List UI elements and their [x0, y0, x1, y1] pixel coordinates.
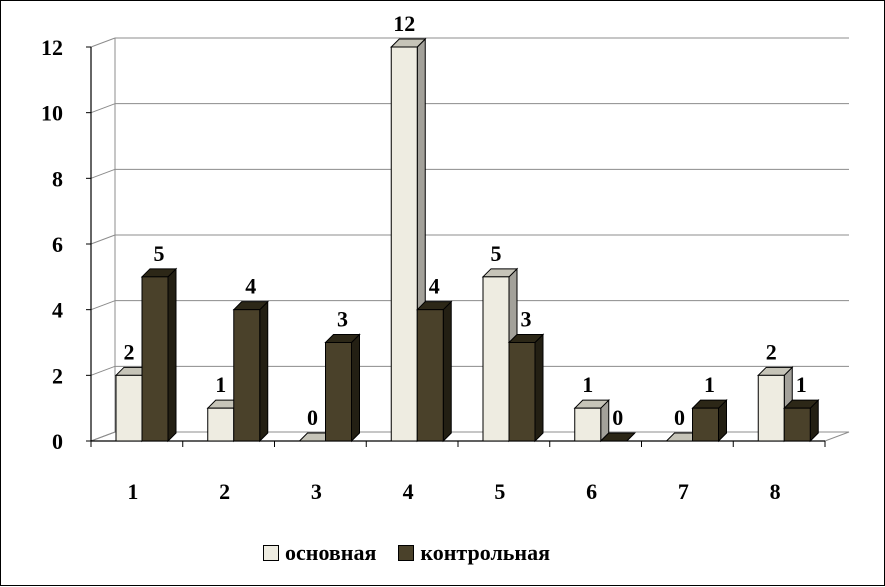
data-label: 3 — [521, 307, 532, 332]
data-label: 2 — [766, 339, 777, 364]
data-label: 12 — [393, 11, 415, 36]
data-label: 3 — [337, 307, 348, 332]
gridline-side — [90, 37, 116, 48]
bar-series-2-side — [259, 300, 269, 443]
legend-item-series-2: контрольная — [398, 540, 550, 566]
legend-swatch-series-1 — [263, 545, 279, 561]
data-label: 5 — [154, 241, 165, 266]
bar-series-2-side — [167, 267, 177, 443]
bar-series-2 — [233, 309, 261, 442]
x-tick-label: 7 — [678, 479, 689, 504]
y-tick-label: 4 — [52, 298, 63, 323]
data-label: 0 — [307, 405, 318, 430]
legend-item-series-1: основная — [263, 540, 376, 566]
data-label: 1 — [704, 372, 715, 397]
gridline-side — [90, 300, 116, 311]
legend-label-series-1: основная — [285, 540, 377, 565]
bar-series-1 — [574, 407, 602, 442]
data-label: 1 — [796, 372, 807, 397]
bar-series-2 — [416, 309, 444, 442]
chart-legend: основная контрольная — [263, 539, 572, 567]
legend-swatch-series-2 — [398, 545, 415, 561]
bar-series-2 — [325, 342, 352, 442]
bar-series-2 — [141, 276, 169, 442]
data-label: 4 — [245, 274, 256, 299]
bar-series-2-side — [442, 300, 452, 443]
x-tick-label: 5 — [494, 479, 505, 504]
x-tick-label: 4 — [403, 479, 414, 504]
y-tick-label: 0 — [52, 429, 63, 454]
y-tick-label: 8 — [52, 166, 63, 191]
x-tick-label: 8 — [770, 479, 781, 504]
bar-series-1 — [115, 374, 143, 442]
x-tick-label: 6 — [586, 479, 597, 504]
bar-series-2 — [783, 407, 811, 442]
y-tick-label: 6 — [52, 232, 63, 257]
x-tick-label: 3 — [311, 479, 322, 504]
data-label: 0 — [612, 405, 623, 430]
bar-series-1 — [757, 374, 785, 442]
data-label: 4 — [429, 274, 440, 299]
gridline-side — [90, 103, 116, 114]
bar-series-1 — [390, 46, 418, 442]
bar-series-2-side — [534, 333, 544, 443]
data-label: 1 — [582, 372, 593, 397]
chart-floor — [90, 431, 850, 442]
bar-series-1 — [482, 276, 510, 442]
bar-series-2-top — [599, 432, 636, 442]
data-label: 2 — [124, 339, 135, 364]
data-label: 1 — [215, 372, 226, 397]
data-label: 5 — [491, 241, 502, 266]
gridline-side — [90, 234, 116, 245]
x-tick-label: 2 — [219, 479, 230, 504]
gridline-side — [90, 365, 116, 376]
bar-series-2 — [508, 342, 536, 442]
bar-series-2-side — [351, 333, 360, 443]
bar-series-2 — [692, 407, 719, 442]
x-tick-label: 1 — [127, 479, 138, 504]
y-tick-label: 2 — [52, 363, 63, 388]
y-tick-label: 12 — [41, 35, 63, 60]
gridline-side — [90, 168, 116, 179]
data-label: 0 — [674, 405, 685, 430]
y-tick-label: 10 — [41, 101, 63, 126]
legend-label-series-2: контрольная — [420, 540, 550, 565]
bar-series-1 — [207, 407, 235, 442]
